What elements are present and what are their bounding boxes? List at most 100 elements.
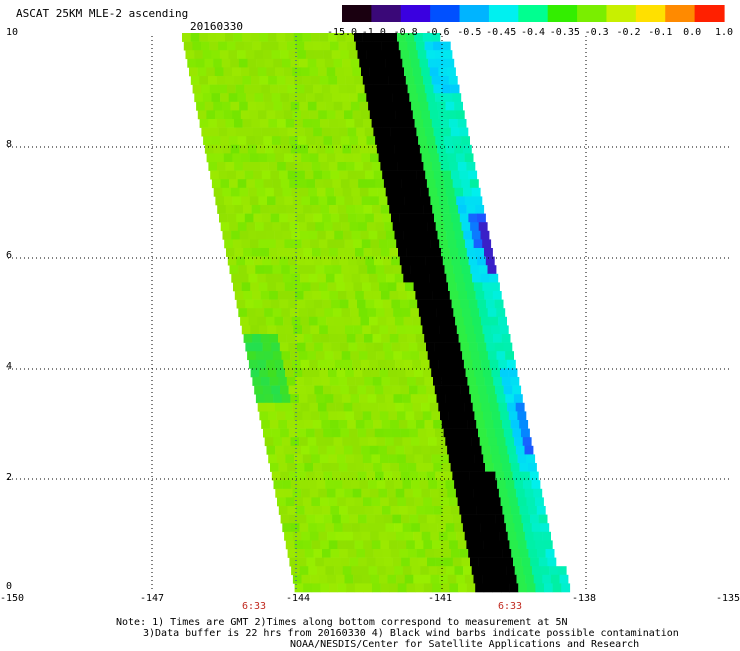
- swath-cell: [481, 488, 491, 498]
- swath-cell: [325, 566, 335, 576]
- swath-cell: [334, 187, 343, 197]
- swath-cell: [305, 299, 315, 309]
- swath-cell: [292, 531, 302, 541]
- swath-cell: [357, 342, 367, 352]
- swath-cell: [515, 445, 525, 455]
- swath-cell: [379, 325, 389, 335]
- swath-cell: [328, 119, 338, 128]
- swath-cell: [434, 50, 444, 60]
- swath-cell: [391, 342, 401, 352]
- swath-cell: [430, 282, 440, 292]
- swath-cell: [364, 377, 374, 386]
- swath-cell: [249, 196, 259, 206]
- swath-cell: [276, 454, 286, 464]
- swath-cell: [428, 437, 437, 447]
- swath-cell: [377, 187, 386, 197]
- swath-cell: [477, 299, 487, 309]
- swath-cell: [364, 334, 373, 343]
- swath-cell: [404, 67, 413, 77]
- swath-cell: [371, 368, 380, 378]
- swath-cell: [437, 316, 447, 326]
- swath-cell: [246, 179, 256, 189]
- swath-cell: [441, 334, 451, 343]
- y-tick-2: 2: [6, 472, 13, 483]
- swath-cell: [331, 385, 341, 395]
- swath-cell: [330, 549, 340, 558]
- swath-cell: [433, 506, 443, 515]
- swath-cell: [287, 420, 296, 429]
- swath-cell: [398, 291, 408, 300]
- swath-cell: [295, 84, 305, 94]
- swath-cell: [414, 497, 424, 507]
- swath-cell: [374, 50, 384, 60]
- swath-cell: [366, 557, 376, 567]
- swath-cell: [237, 93, 247, 103]
- swath-cell: [467, 377, 477, 386]
- swath-cell: [483, 583, 493, 593]
- swath-cell: [253, 256, 263, 266]
- swath-cell: [373, 463, 383, 472]
- swath-cell: [433, 41, 443, 51]
- swath-cell: [417, 256, 426, 266]
- swath-cell: [251, 205, 261, 214]
- swath-cell: [502, 549, 512, 558]
- swath-cell: [393, 351, 403, 361]
- swath-cell: [387, 282, 397, 292]
- swath-cell: [234, 205, 244, 214]
- swath-cell: [204, 144, 214, 154]
- swath-cell: [185, 50, 195, 60]
- swath-cell: [354, 33, 363, 42]
- swath-cell: [376, 523, 386, 533]
- swath-cell: [311, 411, 320, 421]
- swath-cell: [409, 50, 418, 60]
- swath-cell: [511, 506, 520, 515]
- swath-cell: [370, 325, 380, 335]
- swath-cell: [296, 549, 306, 558]
- swath-cell: [306, 222, 316, 232]
- swath-cell: [252, 41, 262, 51]
- swath-cell: [248, 187, 257, 197]
- swath-cell: [225, 33, 234, 42]
- swath-cell: [220, 179, 230, 189]
- swath-cell: [509, 583, 519, 593]
- swath-cell: [468, 549, 478, 558]
- swath-cell: [292, 574, 302, 584]
- swath-cell: [514, 480, 524, 490]
- swath-cell: [397, 76, 407, 85]
- swath-cell: [309, 359, 318, 369]
- swath-cell: [355, 334, 365, 343]
- swath-cell: [390, 84, 400, 94]
- swath-cell: [464, 488, 474, 498]
- swath-cell: [261, 127, 271, 137]
- swath-cell: [279, 256, 289, 266]
- swath-cell: [458, 334, 468, 343]
- swath-cell: [434, 256, 444, 266]
- swath-cell: [240, 316, 249, 326]
- swath-cell: [435, 179, 445, 189]
- swath-cell: [306, 514, 316, 524]
- swath-cell: [323, 222, 333, 232]
- swath-cell: [264, 351, 274, 361]
- swath-cell: [385, 437, 394, 447]
- swath-cell: [309, 531, 319, 541]
- swath-cell: [224, 239, 234, 249]
- swath-cell: [259, 76, 269, 85]
- swath-cell: [284, 196, 294, 206]
- swath-cell: [459, 127, 469, 137]
- swath-cell: [344, 574, 354, 584]
- swath-cell: [391, 299, 401, 309]
- swath-cell: [349, 557, 359, 567]
- swath-cell: [410, 351, 420, 361]
- swath-cell: [323, 93, 333, 103]
- swath-cell: [374, 299, 384, 309]
- swath-cell: [467, 291, 476, 300]
- swath-cell: [330, 213, 340, 223]
- swath-cell: [385, 187, 395, 197]
- swath-cell: [278, 84, 288, 94]
- swath-cell: [312, 291, 322, 300]
- swath-cell: [369, 488, 379, 498]
- swath-cell: [449, 583, 459, 593]
- swath-cell: [392, 514, 402, 524]
- swath-cell: [378, 196, 388, 206]
- swath-cell: [268, 162, 278, 171]
